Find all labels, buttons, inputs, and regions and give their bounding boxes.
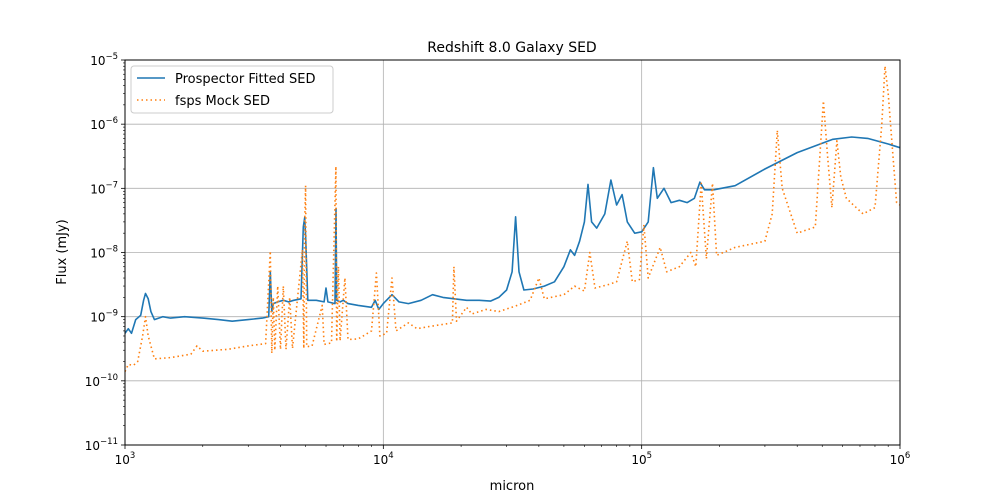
plot-series bbox=[124, 65, 901, 372]
y-tick-label: 10−8 bbox=[90, 245, 118, 261]
y-tick-exponent: −7 bbox=[105, 180, 118, 190]
legend-box bbox=[130, 65, 334, 114]
legend: Prospector Fitted SED fsps Mock SED bbox=[130, 65, 334, 114]
x-tick-exponent: 4 bbox=[388, 451, 393, 461]
x-tick-label: 106 bbox=[890, 451, 911, 467]
x-tick-base: 10 bbox=[890, 453, 905, 467]
y-tick-base: 10 bbox=[85, 439, 100, 453]
y-tick-exponent: −9 bbox=[105, 309, 118, 319]
y-tick-label: 10−11 bbox=[85, 437, 118, 453]
y-tick-label: 10−9 bbox=[90, 309, 118, 325]
y-tick-base: 10 bbox=[90, 54, 105, 68]
x-tick-base: 10 bbox=[631, 453, 646, 467]
x-tick-label: 104 bbox=[373, 451, 394, 467]
x-tick-label: 105 bbox=[631, 451, 652, 467]
x-tick-exponent: 3 bbox=[130, 451, 135, 461]
y-tick-label: 10−10 bbox=[85, 373, 118, 389]
y-tick-label: 10−6 bbox=[90, 116, 118, 132]
series-line-prospector-fitted-sed bbox=[124, 136, 901, 335]
y-tick-base: 10 bbox=[90, 247, 105, 261]
x-axis-ticks: 103 104 105 106 bbox=[115, 445, 911, 467]
x-axis-label: micron bbox=[490, 479, 535, 494]
y-tick-exponent: −5 bbox=[105, 52, 118, 62]
y-tick-base: 10 bbox=[90, 118, 105, 132]
y-tick-base: 10 bbox=[90, 311, 105, 325]
x-tick-exponent: 6 bbox=[905, 451, 910, 461]
y-tick-exponent: −10 bbox=[100, 373, 118, 383]
legend-label-prospector: Prospector Fitted SED bbox=[175, 72, 316, 87]
y-tick-label: 10−5 bbox=[90, 52, 118, 68]
legend-label-fsps: fsps Mock SED bbox=[175, 94, 270, 109]
y-tick-base: 10 bbox=[85, 375, 100, 389]
x-tick-label: 103 bbox=[115, 451, 136, 467]
y-tick-base: 10 bbox=[90, 182, 105, 196]
y-axis-label: Flux (mJy) bbox=[55, 219, 70, 285]
x-tick-base: 10 bbox=[115, 453, 130, 467]
y-tick-exponent: −11 bbox=[100, 437, 118, 447]
x-tick-base: 10 bbox=[373, 453, 388, 467]
y-tick-label: 10−7 bbox=[90, 180, 118, 196]
y-tick-exponent: −8 bbox=[105, 245, 118, 255]
chart-title: Redshift 8.0 Galaxy SED bbox=[427, 40, 596, 56]
y-tick-exponent: −6 bbox=[105, 116, 118, 126]
x-tick-exponent: 5 bbox=[647, 451, 652, 461]
series-line-fsps-mock-sed bbox=[124, 65, 901, 372]
